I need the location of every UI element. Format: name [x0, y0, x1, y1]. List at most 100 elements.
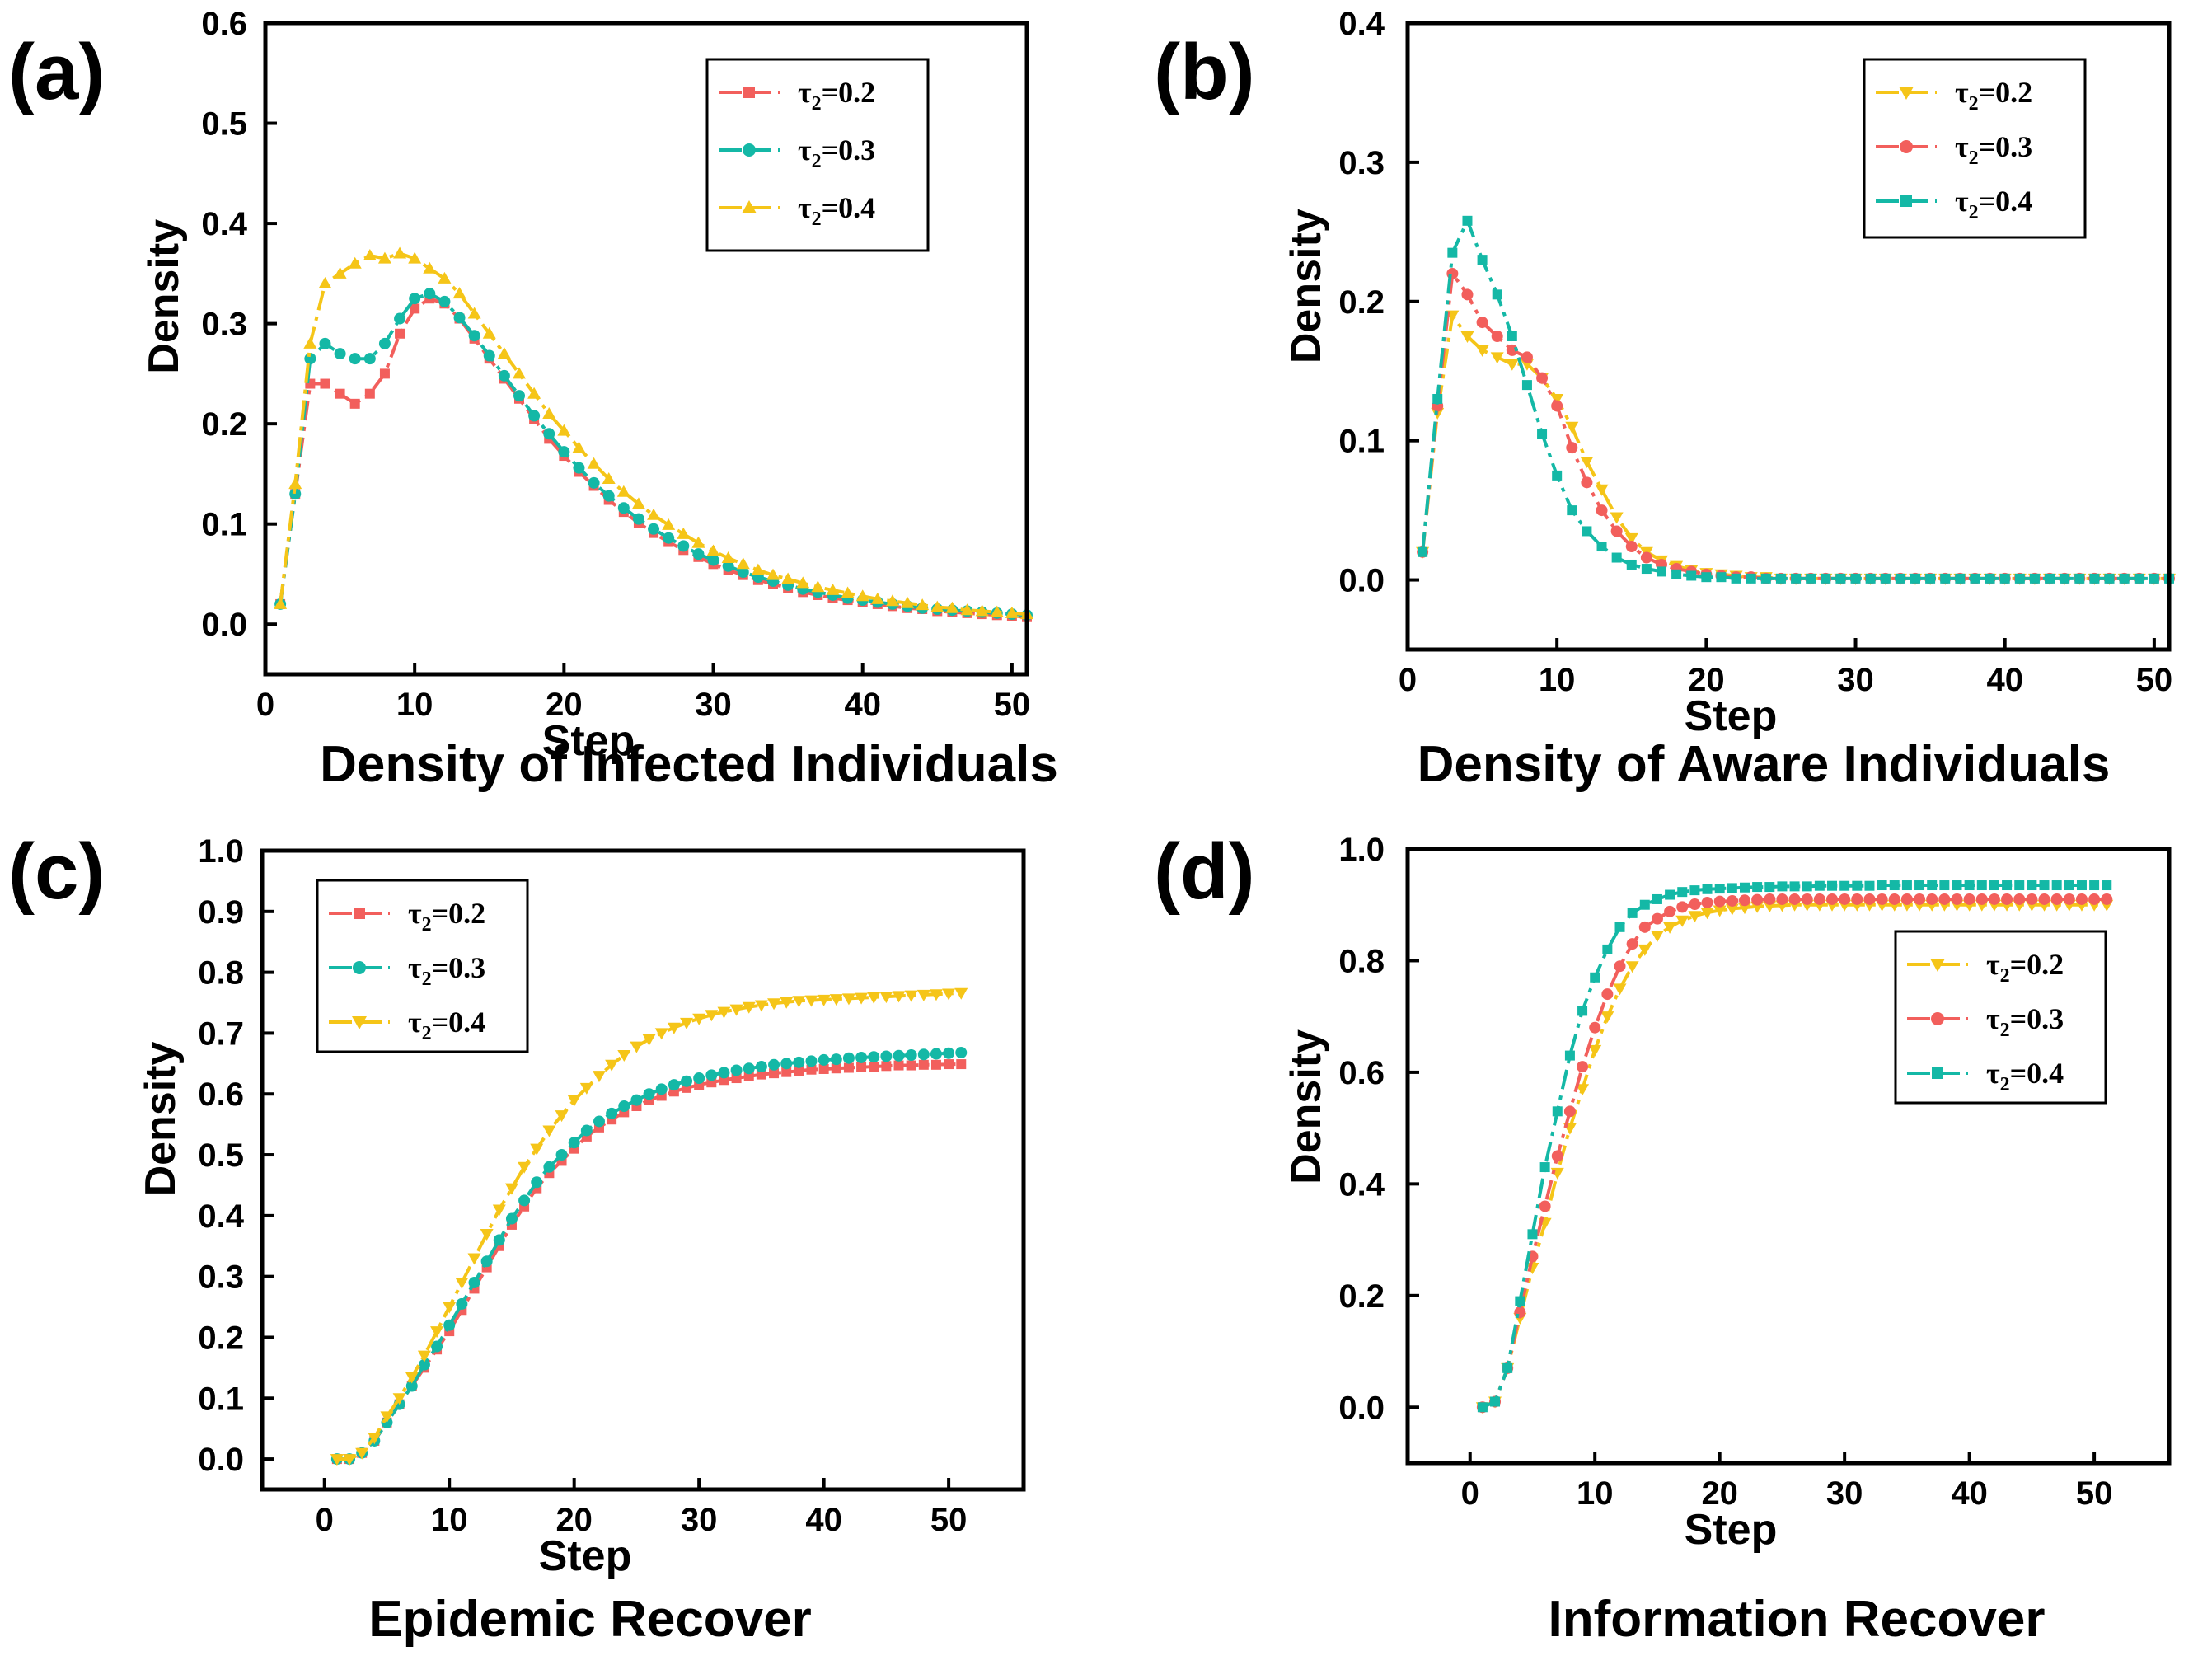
x-tick-label: 10 — [1577, 1475, 1614, 1512]
data-point — [1638, 944, 1652, 956]
y-tick-label: 0.4 — [198, 1198, 244, 1235]
data-point — [829, 994, 843, 1006]
data-point — [2038, 893, 2050, 905]
data-point — [956, 1059, 967, 1070]
data-point — [1714, 884, 1725, 894]
data-point — [1713, 905, 1727, 917]
data-point — [796, 576, 810, 589]
data-point — [1801, 893, 1813, 905]
data-point — [368, 1433, 382, 1445]
data-point — [1700, 908, 1714, 920]
data-point — [1460, 331, 1474, 343]
x-axis-title: Step — [539, 1532, 632, 1580]
data-point — [288, 477, 302, 490]
legend-value: =0.4 — [2010, 1057, 2064, 1090]
data-point — [1738, 894, 1750, 907]
series-a-2 — [274, 246, 1033, 620]
series-c-2 — [330, 987, 968, 1466]
data-point — [1477, 255, 1488, 265]
legend-value: =0.2 — [2010, 948, 2064, 981]
legend-subscript: 2 — [1969, 93, 1979, 115]
legend-a: τ2=0.2τ2=0.3τ2=0.4 — [705, 58, 930, 252]
data-point — [343, 1454, 357, 1466]
data-point — [1951, 893, 1963, 905]
data-point — [1701, 897, 1713, 909]
x-tick-label: 0 — [316, 1502, 334, 1538]
data-point — [1746, 573, 1756, 584]
data-point — [729, 1004, 743, 1016]
data-point — [483, 349, 495, 362]
data-point — [843, 1062, 854, 1073]
data-point — [588, 476, 600, 489]
data-point — [780, 1058, 793, 1070]
panel-label-c: (c) — [8, 828, 105, 916]
data-point — [1580, 457, 1594, 468]
legend-tau: τ — [408, 951, 422, 984]
data-point — [335, 388, 345, 399]
data-point — [431, 1340, 443, 1353]
data-point — [705, 1069, 718, 1081]
legend-d: τ2=0.2τ2=0.3τ2=0.4 — [1894, 930, 2107, 1105]
data-point — [1725, 903, 1739, 916]
legend-label: τ2=0.4 — [798, 191, 875, 230]
data-point — [943, 1047, 955, 1059]
legend-box — [316, 879, 529, 1053]
data-point — [1806, 573, 1816, 584]
data-point — [756, 1069, 766, 1080]
data-point — [885, 594, 899, 607]
data-point — [417, 1350, 431, 1362]
data-point — [1610, 525, 1623, 537]
series-b-1 — [1417, 268, 2175, 584]
data-point — [880, 1050, 893, 1062]
data-point — [2134, 573, 2144, 584]
x-tick-label: 40 — [805, 1502, 842, 1538]
x-tick-label: 20 — [1701, 1475, 1738, 1512]
data-point — [755, 1061, 767, 1073]
data-point — [1537, 429, 1548, 439]
data-point — [1688, 911, 1702, 923]
x-tick-label: 20 — [1688, 662, 1725, 698]
data-point — [558, 446, 570, 458]
data-point — [766, 568, 780, 580]
data-point — [1988, 893, 2000, 905]
data-point — [2149, 573, 2159, 584]
data-point — [1839, 893, 1851, 905]
data-point — [1852, 880, 1863, 891]
data-point — [2026, 893, 2038, 905]
data-point — [792, 996, 806, 1008]
data-point — [855, 1051, 868, 1063]
data-point — [605, 1059, 619, 1072]
data-point — [2119, 573, 2130, 584]
data-point — [455, 1278, 469, 1290]
data-point — [811, 580, 825, 593]
data-point — [1888, 893, 1900, 905]
data-point — [892, 991, 906, 1003]
legend-item: τ2=0.3 — [1876, 130, 2032, 169]
data-point — [955, 1047, 968, 1059]
legend-tau: τ — [408, 897, 422, 930]
data-point — [1863, 893, 1876, 905]
data-point — [1567, 505, 1577, 516]
data-point — [1610, 512, 1624, 524]
series-line — [336, 991, 962, 1461]
data-point — [1588, 1044, 1602, 1057]
legend-subscript: 2 — [812, 209, 822, 230]
series-line — [336, 1062, 962, 1461]
data-point — [482, 326, 496, 339]
data-point — [1865, 573, 1876, 584]
x-tick-label: 30 — [681, 1502, 718, 1538]
data-point — [1639, 899, 1650, 910]
legend-b: τ2=0.2τ2=0.3τ2=0.4 — [1863, 58, 2087, 239]
y-tick-label: 0.3 — [1338, 145, 1385, 181]
x-tick-label: 10 — [1539, 662, 1576, 698]
data-point — [1490, 352, 1504, 364]
data-point — [677, 527, 691, 539]
data-point — [2063, 893, 2075, 905]
x-tick-label: 40 — [844, 687, 881, 723]
x-tick-label: 50 — [994, 687, 1031, 723]
data-point — [817, 994, 831, 1006]
data-point — [805, 1055, 818, 1067]
data-point — [348, 256, 362, 269]
data-point — [1964, 880, 1975, 891]
legend-swatch-marker — [1930, 959, 1945, 972]
